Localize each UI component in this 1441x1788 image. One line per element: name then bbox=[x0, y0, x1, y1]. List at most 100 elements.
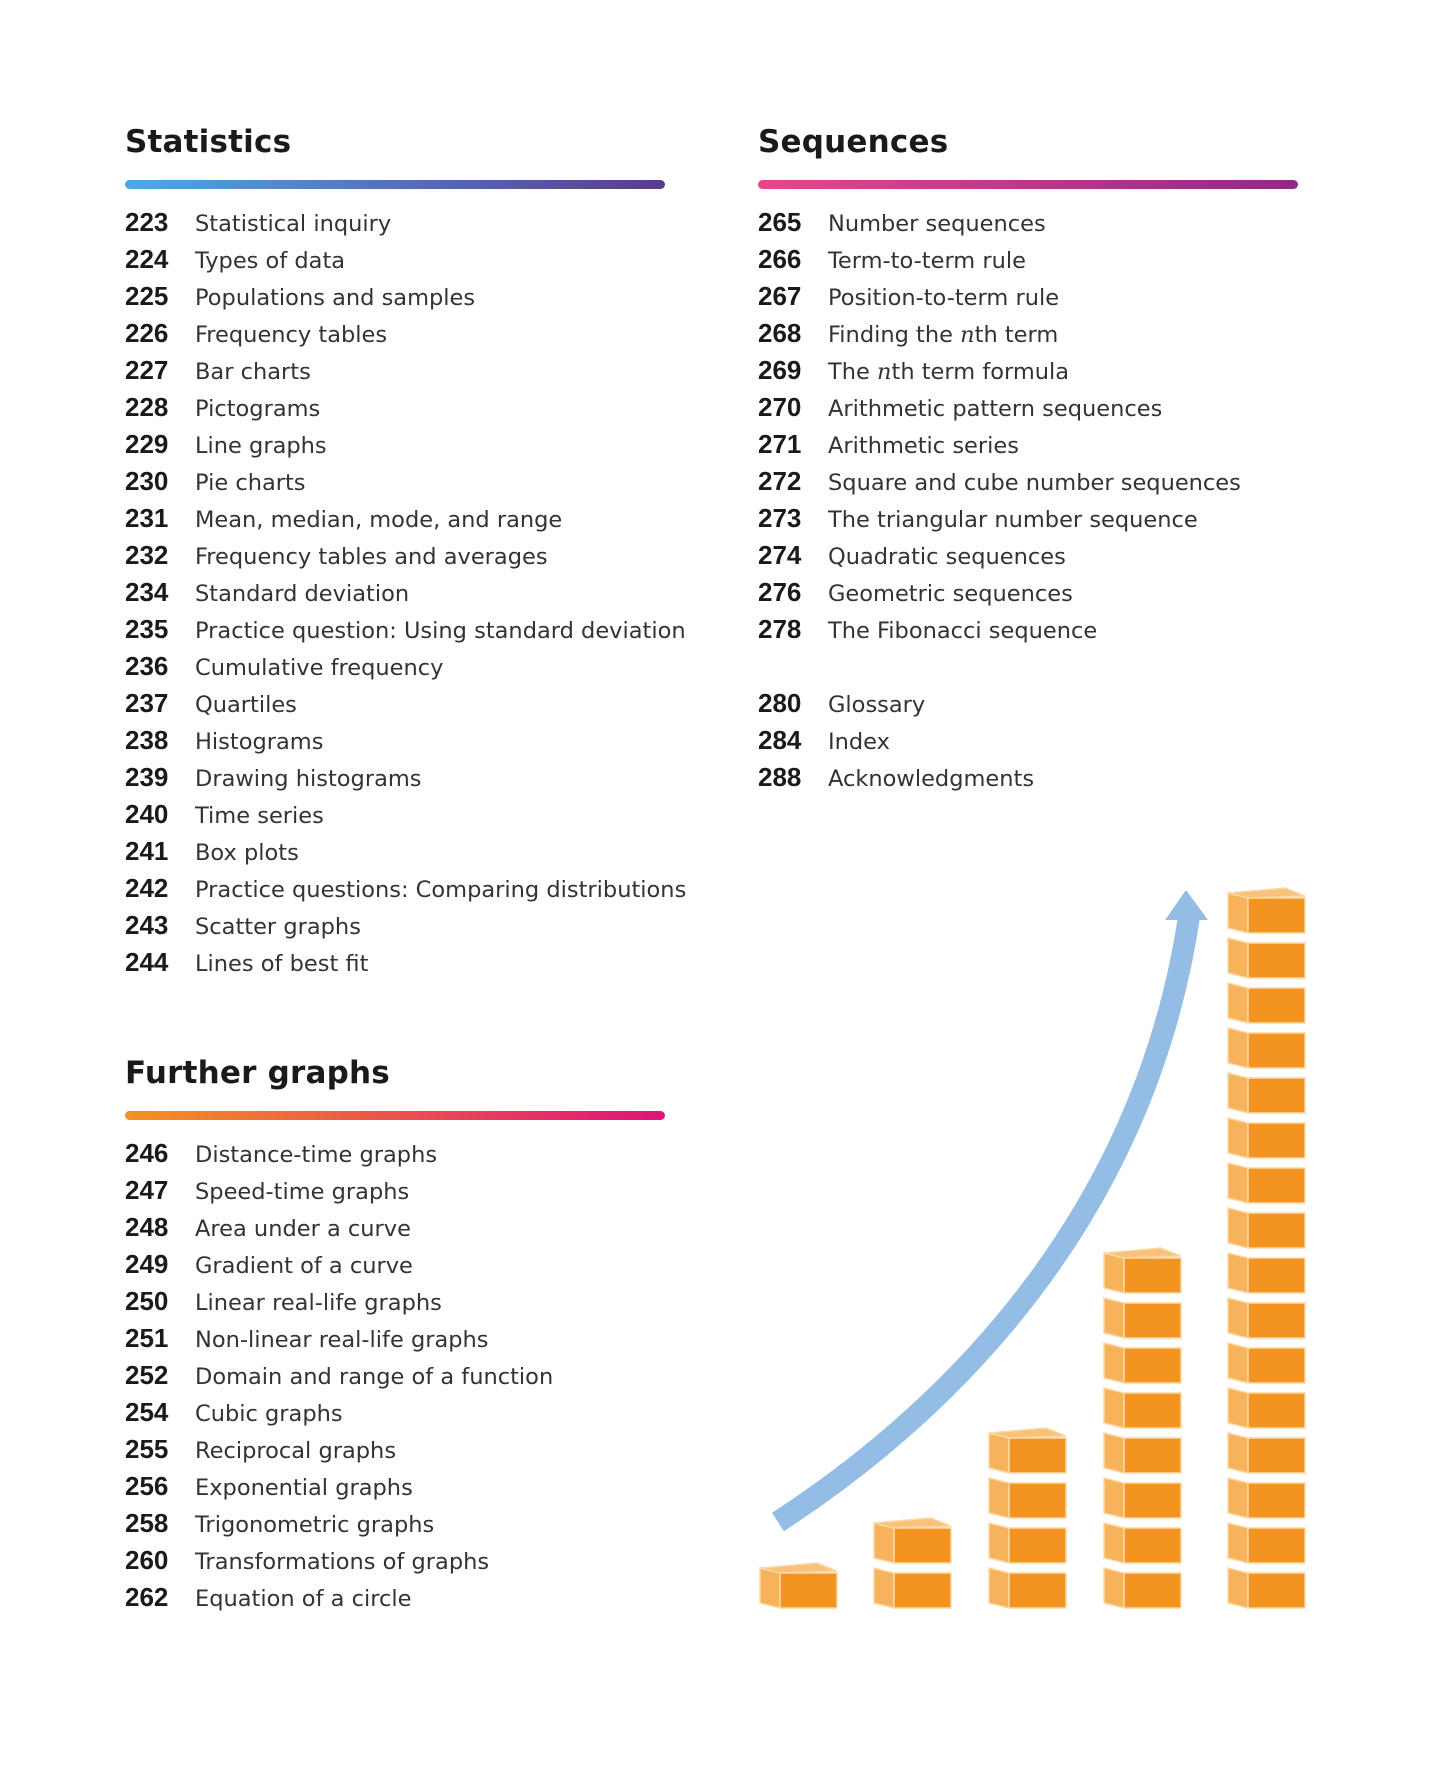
toc-entry: 243 Scatter graphs bbox=[125, 910, 665, 947]
toc-entry-title: Quadratic sequences bbox=[828, 544, 1066, 570]
cube-front bbox=[1247, 942, 1306, 979]
statistics-section: Statistics 223 Statistical inquiry 224 Type… bbox=[125, 124, 686, 984]
cube-side bbox=[1227, 1342, 1249, 1384]
further-graphs-list: 246 Distance-time graphs 247 Speed-time gra… bbox=[125, 1138, 665, 1619]
cube-front bbox=[1008, 1572, 1067, 1609]
toc-page-number: 231 bbox=[125, 503, 169, 533]
toc-entry-title: Cumulative frequency bbox=[195, 655, 444, 681]
toc-page-number: 243 bbox=[125, 910, 169, 940]
curved-arrow-icon bbox=[771, 890, 1208, 1532]
toc-entry-title: Statistical inquiry bbox=[195, 211, 392, 237]
cube-front bbox=[1123, 1482, 1182, 1519]
toc-page-number: 228 bbox=[125, 392, 169, 422]
toc-entry-title: Pie charts bbox=[195, 470, 306, 496]
toc-page-number: 273 bbox=[758, 503, 802, 533]
statistics-color-bar bbox=[125, 180, 665, 189]
toc-entry: 252 Domain and range of a function bbox=[125, 1360, 665, 1397]
cube-front bbox=[1123, 1347, 1182, 1384]
cube-side bbox=[1227, 1387, 1249, 1429]
arrow-shaft bbox=[771, 908, 1201, 1532]
cube-front bbox=[893, 1572, 952, 1609]
cube-front bbox=[1247, 987, 1306, 1024]
toc-entry: 273 The triangular number sequence bbox=[758, 503, 1298, 540]
toc-entry-title: Scatter graphs bbox=[195, 914, 361, 940]
italic-variable: n bbox=[877, 359, 892, 385]
toc-entry-title: Cubic graphs bbox=[195, 1401, 343, 1427]
toc-page-number: 278 bbox=[758, 614, 802, 644]
statistics-list: 223 Statistical inquiry 224 Types of data 22… bbox=[125, 207, 686, 984]
toc-page-number: 255 bbox=[125, 1434, 169, 1464]
toc-entry: 276 Geometric sequences bbox=[758, 577, 1298, 614]
toc-entry: 284 Index bbox=[758, 725, 1298, 762]
cube-front bbox=[1247, 1077, 1306, 1114]
toc-page-number: 265 bbox=[758, 207, 802, 237]
toc-entry: 258 Trigonometric graphs bbox=[125, 1508, 665, 1545]
cube-side bbox=[1103, 1522, 1125, 1564]
toc-entry: 240 Time series bbox=[125, 799, 665, 836]
cube-front bbox=[1247, 1437, 1306, 1474]
cube-side bbox=[873, 1522, 895, 1564]
further-graphs-section: Further graphs 246 Distance-time graphs 24… bbox=[125, 1055, 665, 1619]
cube-front bbox=[1008, 1437, 1067, 1474]
toc-entry-title: Box plots bbox=[195, 840, 299, 866]
toc-page-number: 223 bbox=[125, 207, 169, 237]
further-graphs-color-bar bbox=[125, 1111, 665, 1120]
statistics-heading: Statistics bbox=[125, 124, 292, 160]
toc-entry: 238 Histograms bbox=[125, 725, 665, 762]
toc-entry: 269 The nth term formula bbox=[758, 355, 1298, 392]
toc-entry-title: Pictograms bbox=[195, 396, 321, 422]
toc-page-number: 248 bbox=[125, 1212, 169, 1242]
cube-column bbox=[988, 1427, 1067, 1609]
toc-page-number: 280 bbox=[758, 688, 802, 718]
cube-front bbox=[1247, 1032, 1306, 1069]
cube-top bbox=[1227, 887, 1306, 899]
toc-page-number: 224 bbox=[125, 244, 169, 274]
cube-front bbox=[1247, 1527, 1306, 1564]
toc-entry-title: Linear real-life graphs bbox=[195, 1290, 442, 1316]
toc-page-number: 271 bbox=[758, 429, 802, 459]
cube-stacks bbox=[759, 887, 1306, 1609]
sequences-section: Sequences 265 Number sequences 266 Term-to-… bbox=[758, 124, 1298, 799]
toc-entry: 246 Distance-time graphs bbox=[125, 1138, 665, 1175]
cube-column bbox=[759, 1562, 838, 1609]
toc-page-number: 274 bbox=[758, 540, 802, 570]
cube-top bbox=[873, 1517, 952, 1529]
cube-side bbox=[1227, 892, 1249, 934]
cube-front bbox=[1247, 1482, 1306, 1519]
cube-top bbox=[759, 1562, 838, 1574]
toc-entry: 242 Practice questions: Comparing distrib… bbox=[125, 873, 686, 910]
toc-entry-title: Number sequences bbox=[828, 211, 1046, 237]
sequences-color-bar bbox=[758, 180, 1298, 189]
toc-entry-title: Transformations of graphs bbox=[195, 1549, 490, 1575]
toc-page-number: 284 bbox=[758, 725, 802, 755]
toc-entry: 256 Exponential graphs bbox=[125, 1471, 665, 1508]
cube-side bbox=[1227, 1162, 1249, 1204]
cube-front bbox=[1247, 1347, 1306, 1384]
toc-entry: 226 Frequency tables bbox=[125, 318, 665, 355]
toc-page-number: 237 bbox=[125, 688, 169, 718]
cube-front bbox=[1247, 897, 1306, 934]
toc-entry: 272 Square and cube number sequences bbox=[758, 466, 1298, 503]
toc-entry-title: Frequency tables and averages bbox=[195, 544, 548, 570]
toc-page-number: 232 bbox=[125, 540, 169, 570]
toc-page-number: 250 bbox=[125, 1286, 169, 1316]
toc-entry: 230 Pie charts bbox=[125, 466, 665, 503]
italic-variable: n bbox=[960, 322, 975, 348]
cube-front bbox=[1008, 1527, 1067, 1564]
toc-page-number: 226 bbox=[125, 318, 169, 348]
toc-entry-title: Bar charts bbox=[195, 359, 311, 385]
toc-page-number: 268 bbox=[758, 318, 802, 348]
cube-front bbox=[1247, 1302, 1306, 1339]
toc-entry-title: Acknowledgments bbox=[828, 766, 1035, 792]
toc-entry-title: Glossary bbox=[828, 692, 926, 718]
toc-page-number: 227 bbox=[125, 355, 169, 385]
toc-entry: 267 Position-to-term rule bbox=[758, 281, 1298, 318]
cube-front bbox=[1123, 1392, 1182, 1429]
cube-side bbox=[1227, 1477, 1249, 1519]
toc-entry: 249 Gradient of a curve bbox=[125, 1249, 665, 1286]
cube-side bbox=[1227, 1027, 1249, 1069]
toc-entry-title: Line graphs bbox=[195, 433, 327, 459]
toc-entry: 237 Quartiles bbox=[125, 688, 665, 725]
cube-side bbox=[1103, 1567, 1125, 1609]
cube-side bbox=[873, 1567, 895, 1609]
